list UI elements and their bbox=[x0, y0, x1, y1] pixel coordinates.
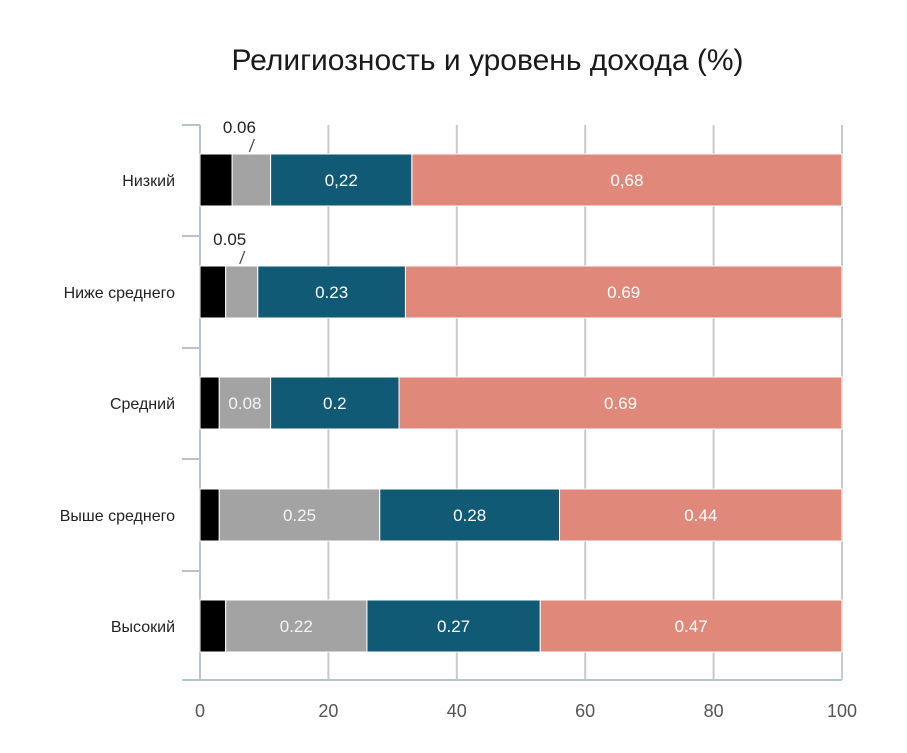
x-tick-label: 100 bbox=[827, 701, 857, 721]
data-label: 0.69 bbox=[607, 283, 640, 302]
data-label: 0.69 bbox=[604, 394, 637, 413]
category-label: Ниже среднего bbox=[64, 285, 176, 302]
data-label: 0.27 bbox=[437, 617, 470, 636]
data-label: 0.47 bbox=[675, 617, 708, 636]
bar-segment bbox=[559, 488, 843, 542]
x-tick-label: 40 bbox=[447, 701, 467, 721]
x-tick-label: 0 bbox=[195, 701, 205, 721]
bar-segment bbox=[539, 599, 843, 653]
data-label: 0.25 bbox=[283, 506, 316, 525]
bar-segment bbox=[257, 265, 406, 319]
data-label: 0.23 bbox=[315, 283, 348, 302]
data-label: 0.22 bbox=[280, 617, 313, 636]
data-label: 0.44 bbox=[684, 506, 717, 525]
category-label: Низкий bbox=[122, 173, 175, 190]
data-label: 0.06 bbox=[223, 118, 256, 137]
x-tick-label: 60 bbox=[575, 701, 595, 721]
bar-segment bbox=[366, 599, 541, 653]
x-tick-label: 80 bbox=[704, 701, 724, 721]
chart-title: Религиозность и уровень дохода (%) bbox=[231, 44, 744, 77]
bar-segment bbox=[379, 488, 561, 542]
bar-segment bbox=[199, 265, 227, 319]
bar-segment bbox=[225, 599, 368, 653]
bar-segment bbox=[218, 488, 381, 542]
bar-segment bbox=[199, 599, 227, 653]
callout-line bbox=[239, 250, 246, 265]
data-label: 0.05 bbox=[213, 230, 246, 249]
bar-segment bbox=[231, 153, 272, 207]
data-label: 0.2 bbox=[323, 394, 347, 413]
bar-segment bbox=[199, 376, 220, 430]
bar-segment bbox=[411, 153, 843, 207]
callout-line bbox=[248, 138, 255, 153]
category-label: Высокий bbox=[111, 619, 175, 636]
bar-segment bbox=[199, 153, 233, 207]
bar-segment bbox=[398, 376, 843, 430]
bar-segment bbox=[199, 488, 220, 542]
category-label: Выше среднего bbox=[60, 508, 175, 525]
bar-segment bbox=[225, 265, 259, 319]
bar-segment bbox=[218, 376, 272, 430]
category-label: Средний bbox=[110, 396, 175, 413]
bar-segment bbox=[270, 376, 400, 430]
x-tick-label: 20 bbox=[318, 701, 338, 721]
data-label: 0,68 bbox=[610, 171, 643, 190]
data-label: 0.08 bbox=[228, 394, 261, 413]
data-label: 0.28 bbox=[453, 506, 486, 525]
bar-segment bbox=[270, 153, 413, 207]
data-label: 0,22 bbox=[325, 171, 358, 190]
bar-segment bbox=[404, 265, 843, 319]
